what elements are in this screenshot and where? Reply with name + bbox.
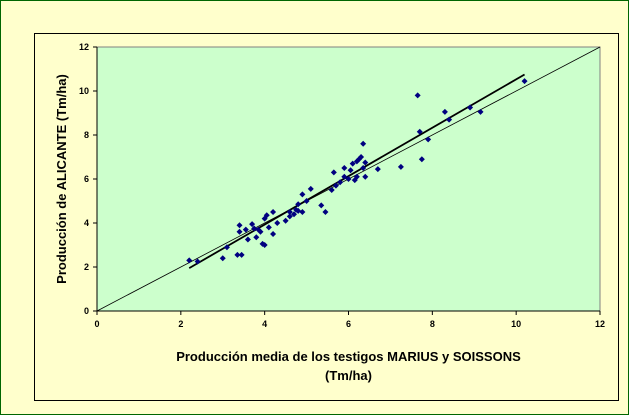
data-point (345, 176, 352, 182)
data-point (347, 167, 354, 174)
data-point (274, 220, 281, 226)
y-tick-label: 10 (79, 86, 89, 96)
data-point (362, 159, 369, 166)
data-point (257, 228, 264, 235)
title-layer: Producción media de los testigos MARIUS … (54, 74, 521, 383)
data-point (299, 209, 306, 215)
data-point (249, 221, 256, 228)
data-point (349, 160, 356, 167)
data-point (236, 222, 243, 229)
data-point (521, 78, 528, 85)
data-point (418, 156, 425, 163)
data-point (244, 236, 251, 243)
data-point (291, 211, 298, 218)
x-tick-label: 8 (430, 319, 435, 329)
data-point (186, 257, 193, 264)
data-point (425, 136, 432, 143)
data-point (307, 185, 314, 192)
point-layer (186, 78, 528, 265)
data-point (318, 202, 325, 209)
data-point (295, 207, 302, 214)
data-point (446, 116, 453, 123)
data-point (397, 163, 404, 170)
data-point (253, 234, 260, 241)
data-point (303, 198, 310, 204)
data-point (322, 209, 329, 215)
y-tick-label: 2 (84, 262, 89, 272)
data-point (242, 226, 249, 233)
data-point (360, 165, 367, 171)
data-point (360, 140, 367, 147)
data-point (477, 108, 484, 115)
y-tick-label: 0 (84, 306, 89, 316)
data-point (261, 242, 268, 248)
data-point (353, 173, 360, 180)
y-axis-title: Producción de ALICANTE (Tm/ha) (54, 74, 69, 284)
data-point (467, 104, 474, 111)
data-point (414, 92, 421, 99)
data-point (238, 251, 245, 258)
y-tick-label: 4 (84, 218, 89, 228)
data-point (374, 166, 381, 173)
data-point (263, 212, 270, 219)
data-point (330, 169, 337, 176)
data-point (194, 258, 201, 265)
x-tick-label: 12 (595, 319, 605, 329)
data-point (270, 231, 277, 237)
data-point (282, 217, 289, 224)
data-point (236, 228, 243, 235)
x-tick-label: 10 (511, 319, 521, 329)
x-tick-label: 4 (262, 319, 267, 329)
x-axis-title: (Tm/ha) (325, 368, 372, 383)
data-point (332, 182, 339, 189)
x-axis-title: Producción media de los testigos MARIUS … (176, 349, 521, 364)
x-tick-label: 2 (178, 319, 183, 329)
data-point (441, 108, 448, 115)
data-point (265, 224, 272, 231)
data-point (219, 255, 226, 262)
data-point (299, 191, 306, 198)
data-point (328, 187, 335, 193)
y-tick-label: 6 (84, 174, 89, 184)
data-point (234, 251, 241, 258)
data-point (286, 209, 293, 215)
x-tick-label: 6 (346, 319, 351, 329)
data-point (286, 213, 293, 220)
y-tick-label: 12 (79, 42, 89, 52)
data-point (337, 179, 344, 186)
data-point (362, 173, 369, 180)
data-point (416, 128, 423, 135)
data-point (223, 244, 230, 251)
data-point (358, 154, 365, 160)
data-point (251, 225, 258, 232)
y-tick-label: 8 (84, 130, 89, 140)
axis-layer: 0 2 4 6 8 10 12 0 2 4 6 8 10 12 (79, 42, 605, 329)
data-point (270, 209, 277, 215)
data-point (341, 165, 348, 171)
data-point (295, 201, 302, 208)
data-point (341, 173, 348, 180)
x-tick-label: 0 (94, 319, 99, 329)
